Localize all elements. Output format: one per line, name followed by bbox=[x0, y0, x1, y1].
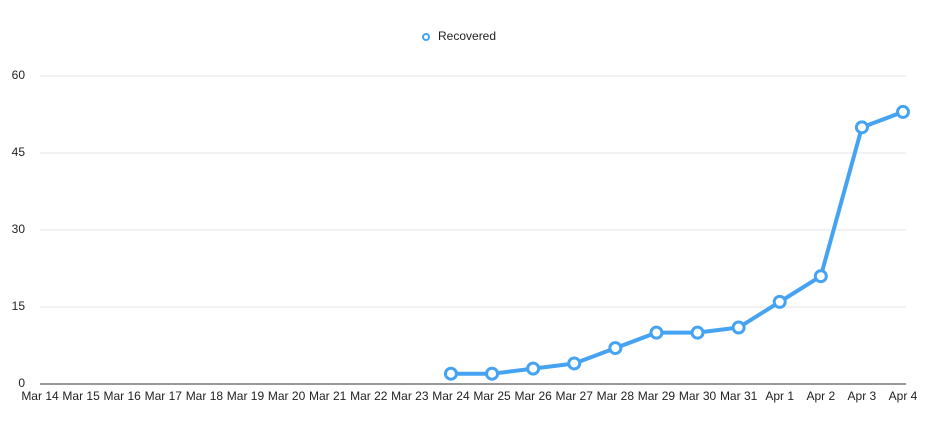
x-tick-label: Mar 28 bbox=[597, 389, 635, 403]
data-point bbox=[443, 366, 458, 381]
series-line bbox=[450, 110, 904, 376]
x-tick-label: Mar 23 bbox=[391, 389, 429, 403]
legend-label: Recovered bbox=[438, 29, 496, 43]
legend-marker bbox=[422, 33, 430, 41]
x-tick-label: Mar 22 bbox=[350, 389, 388, 403]
x-tick-label: Mar 24 bbox=[432, 389, 470, 403]
data-point bbox=[896, 104, 910, 119]
x-tick-label: Mar 19 bbox=[227, 389, 265, 403]
y-tick-label: 15 bbox=[12, 299, 26, 313]
x-tick-label: Mar 21 bbox=[309, 389, 347, 403]
data-point bbox=[731, 320, 746, 335]
x-tick-label: Mar 15 bbox=[62, 389, 100, 403]
data-point bbox=[567, 356, 582, 371]
data-point bbox=[608, 341, 623, 356]
data-point bbox=[690, 325, 705, 340]
x-tick-label: Mar 16 bbox=[104, 389, 142, 403]
y-tick-label: 30 bbox=[12, 222, 26, 236]
data-point bbox=[854, 120, 869, 135]
data-point bbox=[649, 325, 664, 340]
y-tick-label: 45 bbox=[12, 145, 26, 159]
data-point bbox=[526, 361, 541, 376]
x-tick-label: Mar 17 bbox=[145, 389, 183, 403]
data-point bbox=[485, 366, 500, 381]
x-tick-label: Mar 30 bbox=[679, 389, 717, 403]
x-tick-label: Mar 29 bbox=[638, 389, 676, 403]
x-tick-label: Apr 3 bbox=[848, 389, 877, 403]
x-tick-label: Apr 1 bbox=[765, 389, 794, 403]
data-point bbox=[772, 294, 787, 309]
y-tick-label: 60 bbox=[12, 68, 26, 82]
x-tick-label: Apr 4 bbox=[889, 389, 918, 403]
x-tick-label: Mar 26 bbox=[514, 389, 552, 403]
x-tick-label: Mar 27 bbox=[556, 389, 594, 403]
x-tick-label: Mar 18 bbox=[186, 389, 224, 403]
x-tick-label: Mar 31 bbox=[720, 389, 758, 403]
x-tick-label: Mar 14 bbox=[21, 389, 59, 403]
x-tick-label: Mar 25 bbox=[473, 389, 511, 403]
x-tick-label: Apr 2 bbox=[806, 389, 835, 403]
x-tick-label: Mar 20 bbox=[268, 389, 306, 403]
data-point bbox=[813, 269, 828, 284]
y-tick-label: 0 bbox=[18, 376, 25, 390]
